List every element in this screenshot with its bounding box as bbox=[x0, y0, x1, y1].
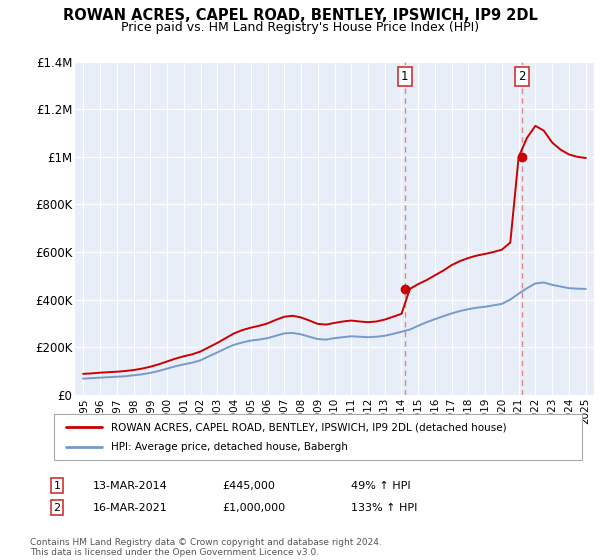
Text: 1: 1 bbox=[53, 480, 61, 491]
Text: £1,000,000: £1,000,000 bbox=[222, 503, 285, 513]
Text: 16-MAR-2021: 16-MAR-2021 bbox=[93, 503, 168, 513]
Text: £445,000: £445,000 bbox=[222, 480, 275, 491]
Text: Contains HM Land Registry data © Crown copyright and database right 2024.
This d: Contains HM Land Registry data © Crown c… bbox=[30, 538, 382, 557]
Text: 1: 1 bbox=[401, 70, 409, 83]
Text: Price paid vs. HM Land Registry's House Price Index (HPI): Price paid vs. HM Land Registry's House … bbox=[121, 21, 479, 34]
Text: ROWAN ACRES, CAPEL ROAD, BENTLEY, IPSWICH, IP9 2DL: ROWAN ACRES, CAPEL ROAD, BENTLEY, IPSWIC… bbox=[62, 8, 538, 24]
Text: 133% ↑ HPI: 133% ↑ HPI bbox=[351, 503, 418, 513]
Text: 49% ↑ HPI: 49% ↑ HPI bbox=[351, 480, 410, 491]
Text: 13-MAR-2014: 13-MAR-2014 bbox=[93, 480, 168, 491]
Text: ROWAN ACRES, CAPEL ROAD, BENTLEY, IPSWICH, IP9 2DL (detached house): ROWAN ACRES, CAPEL ROAD, BENTLEY, IPSWIC… bbox=[111, 422, 506, 432]
Text: 2: 2 bbox=[53, 503, 61, 513]
Text: 2: 2 bbox=[518, 70, 526, 83]
Text: HPI: Average price, detached house, Babergh: HPI: Average price, detached house, Babe… bbox=[111, 442, 348, 452]
